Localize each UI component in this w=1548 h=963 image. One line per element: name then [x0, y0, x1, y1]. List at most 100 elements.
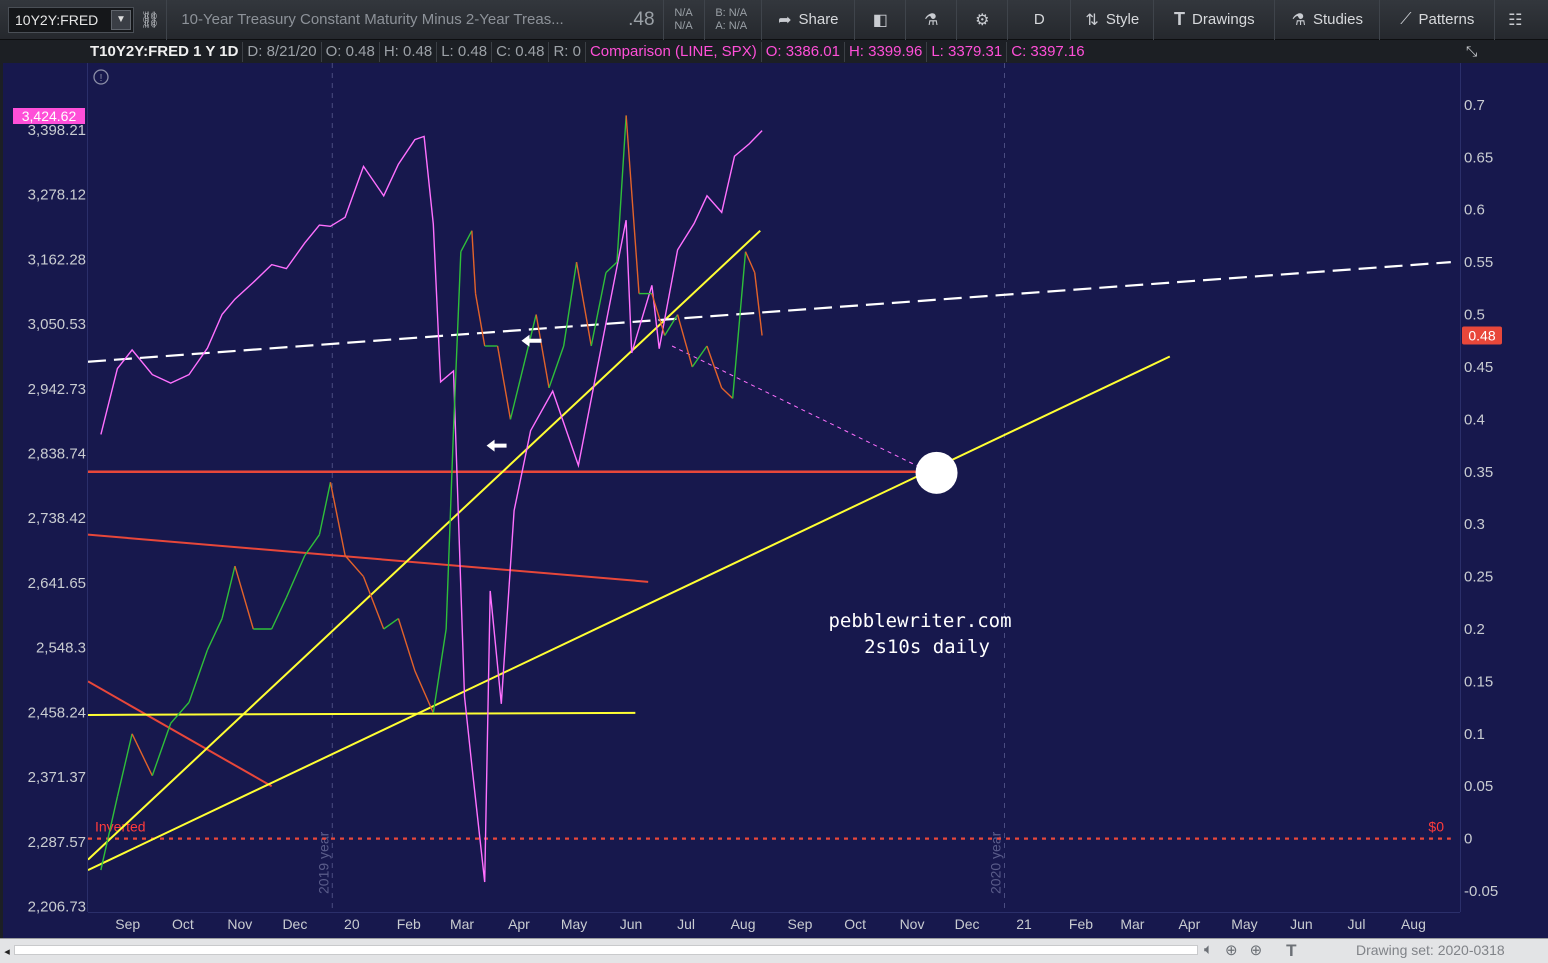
t10y2y-segment — [474, 293, 486, 347]
t10y2y-segment — [397, 618, 416, 672]
plot-area[interactable] — [88, 63, 1460, 912]
t10y2y-segment — [744, 251, 756, 273]
x-tick-label: Jun — [1290, 916, 1313, 932]
studies-button[interactable]: ⚗ Studies — [1275, 0, 1379, 40]
info-cmp-open: O: 3386.01 — [762, 42, 845, 62]
style-button[interactable]: ⇅ Style — [1071, 0, 1153, 40]
share-button[interactable]: ➦ Share — [762, 0, 854, 40]
spx-line — [100, 130, 763, 883]
patterns-button[interactable]: ⟋ Patterns — [1380, 0, 1494, 40]
drawing-set-label[interactable]: Drawing set: 2020-0318 — [1356, 942, 1505, 958]
x-tick-label: Sep — [788, 916, 813, 932]
grid-icon: ☷ — [1508, 11, 1523, 29]
info-symbol: T10Y2Y:FRED 1 Y 1D — [84, 42, 244, 62]
auto-scale-icon[interactable]: ⤡ — [1466, 43, 1478, 59]
x-tick-label: May — [561, 916, 587, 932]
arrow-marker — [486, 439, 507, 452]
studies-label: Studies — [1312, 11, 1363, 28]
trendline — [671, 345, 930, 473]
right-tick-label: 0.15 — [1464, 673, 1493, 690]
horizontal-scrollbar[interactable] — [14, 945, 1198, 955]
right-tick-label: 0 — [1464, 831, 1472, 848]
year-marker-label: 2019 year — [315, 831, 331, 894]
divider — [1153, 0, 1155, 40]
t10y2y-segment — [362, 576, 385, 630]
t10y2y-segment — [535, 314, 550, 389]
x-tick-label: Oct — [172, 916, 194, 932]
t10y2y-segment — [548, 345, 565, 389]
scroll-left-icon[interactable]: ◂ — [4, 945, 10, 958]
info-cmp-low: L: 3379.31 — [927, 42, 1008, 62]
toolbar: 10Y2Y:FRED ▼ ⛓ 10-Year Treasury Constant… — [0, 0, 1548, 40]
patterns-label: Patterns — [1418, 11, 1475, 28]
trendline — [88, 533, 649, 583]
x-tick-label: Oct — [844, 916, 866, 932]
t10y2y-segment — [625, 115, 640, 294]
t10y2y-segment — [221, 565, 236, 619]
left-tick-label: 3,278.12 — [28, 187, 86, 204]
left-tick-label: 2,548.3 — [36, 640, 86, 657]
left-tick-label: 2,206.73 — [28, 899, 86, 916]
x-axis-area[interactable] — [88, 912, 1460, 938]
period-label: D — [1033, 11, 1045, 28]
flask-button[interactable]: ⚗ — [906, 0, 956, 40]
gear-icon: ⚙ — [975, 11, 990, 29]
x-tick-label: Mar — [450, 916, 474, 932]
drawings-label: Drawings — [1192, 11, 1255, 28]
t10y2y-segment — [432, 628, 447, 713]
settings-button[interactable]: ⚙ — [957, 0, 1007, 40]
right-tick-label: 0.5 — [1464, 307, 1485, 324]
drawings-button[interactable]: T Drawings — [1154, 0, 1274, 40]
info-bar: T10Y2Y:FRED 1 Y 1D D: 8/21/20 O: 0.48 H:… — [84, 41, 1089, 63]
flask-icon: ⚗ — [924, 11, 939, 29]
divider — [956, 0, 958, 40]
x-tick-label: Nov — [227, 916, 252, 932]
bottom-bar: ◂ 🔈︎ ⊕ ⊕ T Drawing set: 2020-0318 — [0, 938, 1548, 963]
chevron-down-icon[interactable]: ▼ — [111, 9, 131, 30]
left-tick-label: 2,838.74 — [28, 446, 86, 463]
symbol-selector[interactable]: 10Y2Y:FRED ▼ — [8, 6, 134, 33]
share-label: Share — [798, 11, 839, 28]
net-change-bottom: N/A — [674, 19, 693, 32]
info-low: L: 0.48 — [437, 42, 493, 62]
zoom-icon[interactable]: ⊕ — [1249, 942, 1263, 959]
crosshair-icon[interactable]: ⊕ — [1225, 942, 1238, 959]
right-axis-area[interactable] — [1460, 63, 1548, 912]
t10y2y-segment — [651, 293, 666, 336]
grid-button[interactable]: ☷ — [1495, 0, 1535, 40]
x-tick-label: Jun — [620, 916, 643, 932]
trendline — [88, 711, 636, 716]
text-tool-icon[interactable]: T — [1286, 941, 1297, 960]
left-tick-label: 2,371.37 — [28, 769, 86, 786]
x-tick-label: May — [1231, 916, 1257, 932]
t10y2y-segment — [731, 251, 747, 399]
style-icon: ⇅ — [1085, 11, 1099, 29]
x-axis-left-corner — [3, 912, 88, 938]
trendline — [88, 261, 1451, 363]
x-tick-label: Dec — [282, 916, 307, 932]
period-button[interactable]: D — [1008, 0, 1070, 40]
screenshot-button[interactable]: ◧ — [855, 0, 905, 40]
left-border — [0, 40, 3, 963]
trendline — [88, 680, 273, 788]
x-tick-label: 20 — [344, 916, 360, 932]
studies-flask-icon: ⚗ — [1291, 11, 1306, 29]
info-icon[interactable] — [93, 69, 109, 85]
year-marker-label: 2020 year — [988, 831, 1004, 894]
sound-icon[interactable]: 🔈︎ — [1204, 941, 1214, 958]
info-comparison[interactable]: Comparison (LINE, SPX) — [586, 42, 762, 62]
divider — [704, 0, 706, 40]
x-tick-label: Jul — [677, 916, 695, 932]
t10y2y-segment — [170, 701, 190, 724]
right-tick-label: 0.25 — [1464, 569, 1493, 586]
t10y2y-segment — [590, 272, 607, 347]
x-tick-label: Aug — [1401, 916, 1426, 932]
x-tick-label: Feb — [397, 916, 421, 932]
left-tick-label: 3,398.21 — [28, 122, 86, 139]
last-value-badge — [1462, 326, 1502, 345]
spx-last-text: 3,424.62 — [22, 108, 77, 124]
left-tick-label: 2,738.42 — [28, 510, 86, 527]
link-icon[interactable]: ⛓ — [140, 11, 161, 29]
t10y2y-segment — [329, 482, 346, 556]
bid-ask: B: N/A A: N/A — [705, 0, 761, 40]
